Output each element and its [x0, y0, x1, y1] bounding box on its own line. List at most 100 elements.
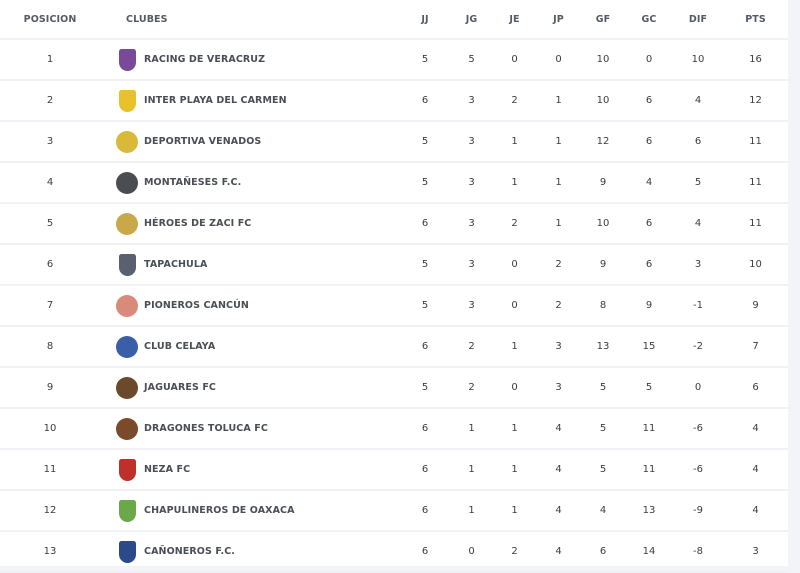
stat-jg: 3	[450, 244, 493, 286]
position: 7	[0, 285, 100, 327]
club-link[interactable]: RACING DE VERACRUZ	[100, 48, 400, 71]
club-name: TAPACHULA	[144, 259, 208, 270]
stat-dif: -2	[673, 326, 723, 368]
table-row[interactable]: 5 HÉROES DE ZACI FC 6 3 2 1 10 6 4 11	[0, 203, 788, 245]
stat-pts: 16	[723, 39, 788, 81]
club-link[interactable]: TAPACHULA	[100, 253, 400, 276]
table-row[interactable]: 12 CHAPULINEROS DE OAXACA 6 1 1 4 4 13 -9 4	[0, 490, 788, 532]
stat-dif: 4	[673, 80, 723, 122]
table-row[interactable]: 8 CLUB CELAYA 6 2 1 3 13 15 -2 7	[0, 326, 788, 368]
stat-pts: 7	[723, 326, 788, 368]
table-row[interactable]: 7 PIONEROS CANCÚN 5 3 0 2 8 9 -1 9	[0, 285, 788, 327]
club-link[interactable]: HÉROES DE ZACI FC	[100, 212, 400, 235]
header-jp[interactable]: JP	[536, 0, 581, 40]
stat-jg: 3	[450, 162, 493, 204]
stat-jp: 3	[536, 367, 581, 409]
stat-pts: 11	[723, 121, 788, 163]
table-row[interactable]: 2 INTER PLAYA DEL CARMEN 6 3 2 1 10 6 4 12	[0, 80, 788, 122]
stat-dif: -1	[673, 285, 723, 327]
stat-gc: 15	[625, 326, 673, 368]
stat-je: 1	[493, 490, 536, 532]
stat-jp: 1	[536, 80, 581, 122]
stat-dif: -6	[673, 408, 723, 450]
club-link[interactable]: CHAPULINEROS DE OAXACA	[100, 499, 400, 522]
stat-gf: 9	[581, 162, 625, 204]
stat-je: 1	[493, 326, 536, 368]
stat-gc: 6	[625, 80, 673, 122]
stat-dif: 10	[673, 39, 723, 81]
position: 5	[0, 203, 100, 245]
stat-pts: 6	[723, 367, 788, 409]
stat-pts: 9	[723, 285, 788, 327]
stat-jg: 1	[450, 490, 493, 532]
stat-pts: 10	[723, 244, 788, 286]
stat-pts: 11	[723, 162, 788, 204]
stat-jg: 3	[450, 203, 493, 245]
stat-gc: 11	[625, 449, 673, 491]
stat-jp: 4	[536, 490, 581, 532]
club-name: INTER PLAYA DEL CARMEN	[144, 95, 287, 106]
stat-dif: -9	[673, 490, 723, 532]
stat-gc: 5	[625, 367, 673, 409]
racing-veracruz-crest-icon	[119, 48, 136, 71]
club-name: CLUB CELAYA	[144, 341, 216, 352]
club-link[interactable]: INTER PLAYA DEL CARMEN	[100, 89, 400, 112]
table-row[interactable]: 1 RACING DE VERACRUZ 5 5 0 0 10 0 10 16	[0, 39, 788, 81]
stat-pts: 4	[723, 449, 788, 491]
header-club[interactable]: CLUBES	[100, 0, 400, 40]
table-row[interactable]: 3 DEPORTIVA VENADOS 5 3 1 1 12 6 6 11	[0, 121, 788, 163]
header-jj[interactable]: JJ	[400, 0, 450, 40]
canoneros-crest-icon	[119, 540, 136, 563]
table-row[interactable]: 9 JAGUARES FC 5 2 0 3 5 5 0 6	[0, 367, 788, 409]
stat-je: 1	[493, 449, 536, 491]
stat-jj: 5	[400, 367, 450, 409]
club-link[interactable]: DEPORTIVA VENADOS	[100, 130, 400, 153]
club-name: MONTAÑESES F.C.	[144, 177, 242, 188]
club-link[interactable]: MONTAÑESES F.C.	[100, 171, 400, 194]
club-link[interactable]: CAÑONEROS F.C.	[100, 540, 400, 563]
club-link[interactable]: DRAGONES TOLUCA FC	[100, 417, 400, 440]
neza-crest-icon	[119, 458, 136, 481]
stat-gf: 5	[581, 367, 625, 409]
table-row[interactable]: 6 TAPACHULA 5 3 0 2 9 6 3 10	[0, 244, 788, 286]
header-pos[interactable]: POSICION	[0, 0, 100, 40]
header-pts[interactable]: PTS	[723, 0, 788, 40]
stat-jg: 1	[450, 449, 493, 491]
header-gf[interactable]: GF	[581, 0, 625, 40]
position: 2	[0, 80, 100, 122]
stat-jj: 5	[400, 39, 450, 81]
stat-je: 1	[493, 121, 536, 163]
stat-dif: 6	[673, 121, 723, 163]
club-name: CAÑONEROS F.C.	[144, 546, 236, 557]
club-link[interactable]: PIONEROS CANCÚN	[100, 294, 400, 317]
stat-jg: 3	[450, 285, 493, 327]
position: 10	[0, 408, 100, 450]
header-je[interactable]: JE	[493, 0, 536, 40]
stat-gf: 4	[581, 490, 625, 532]
tapachula-crest-icon	[119, 253, 136, 276]
club-link[interactable]: NEZA FC	[100, 458, 400, 481]
stat-dif: 4	[673, 203, 723, 245]
stat-jg: 2	[450, 367, 493, 409]
club-name: RACING DE VERACRUZ	[144, 54, 266, 65]
stat-dif: 5	[673, 162, 723, 204]
stat-jp: 3	[536, 326, 581, 368]
header-dif[interactable]: DIF	[673, 0, 723, 40]
header-jg[interactable]: JG	[450, 0, 493, 40]
stat-gc: 4	[625, 162, 673, 204]
stat-jj: 5	[400, 162, 450, 204]
position: 4	[0, 162, 100, 204]
dragones-toluca-crest-icon	[116, 417, 138, 440]
stat-jj: 5	[400, 244, 450, 286]
position: 11	[0, 449, 100, 491]
stat-je: 0	[493, 367, 536, 409]
club-link[interactable]: JAGUARES FC	[100, 376, 400, 399]
club-name: NEZA FC	[144, 464, 191, 475]
table-row[interactable]: 10 DRAGONES TOLUCA FC 6 1 1 4 5 11 -6 4	[0, 408, 788, 450]
table-row[interactable]: 11 NEZA FC 6 1 1 4 5 11 -6 4	[0, 449, 788, 491]
club-link[interactable]: CLUB CELAYA	[100, 335, 400, 358]
stat-je: 2	[493, 80, 536, 122]
table-row[interactable]: 4 MONTAÑESES F.C. 5 3 1 1 9 4 5 11	[0, 162, 788, 204]
stat-jg: 3	[450, 80, 493, 122]
header-gc[interactable]: GC	[625, 0, 673, 40]
